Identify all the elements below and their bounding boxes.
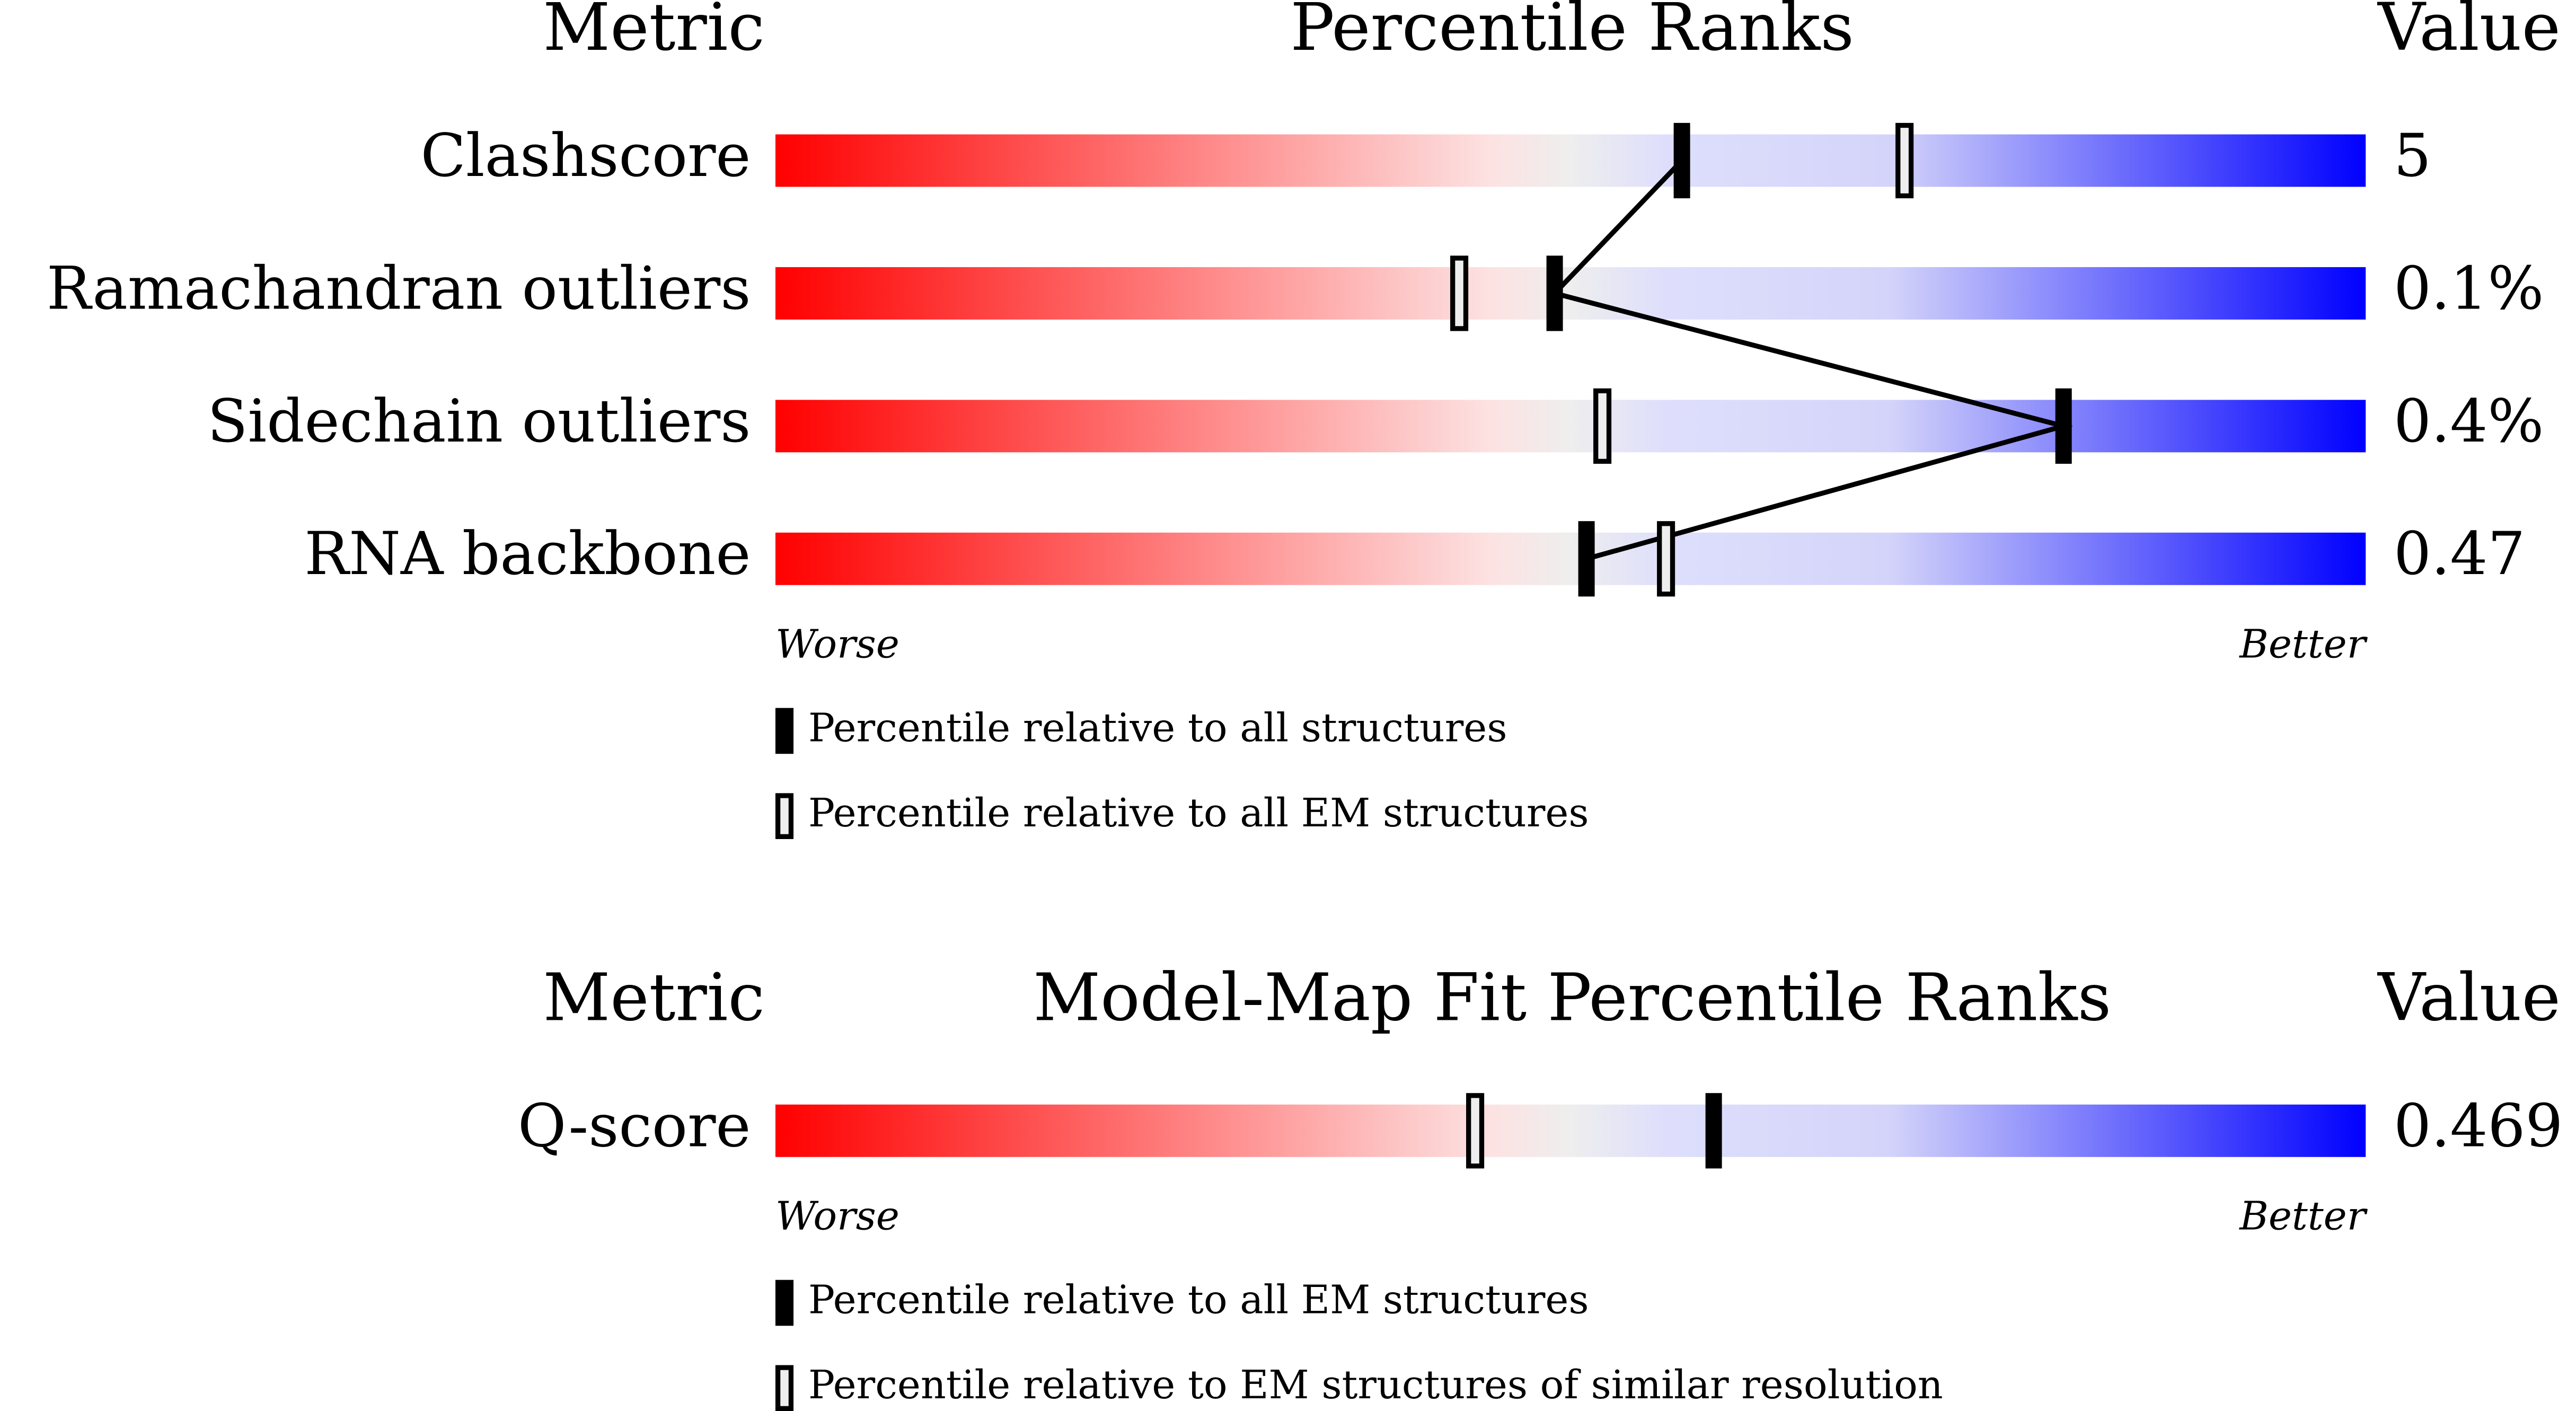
percentile-line [1550,158,2074,561]
legend-label: Percentile relative to all EM structures [808,1276,1589,1322]
percentile-marker [1657,521,1675,597]
legend-label: Percentile relative to EM structures of … [808,1362,1943,1408]
percentile-marker [1466,1093,1485,1169]
legend-swatch [775,1280,794,1326]
chart-title: Percentile Ranks [1290,0,1854,66]
axis-label-better: Better [2238,1193,2368,1239]
legend-swatch [775,793,794,839]
percentile-marker [1895,122,1914,199]
value-header: Value [2377,959,2561,1036]
percentile-marker [1705,1093,1722,1169]
percentile-bar [775,1104,2366,1157]
chart-title: Model-Map Fit Percentile Ranks [1033,959,2111,1036]
metric-value: 0.4% [2394,387,2544,456]
legend-label: Percentile relative to all EM structures [808,790,1589,836]
percentile-marker [1450,255,1469,331]
axis-label-better: Better [2238,621,2368,667]
percentile-marker [2055,388,2072,464]
legend-swatch [775,1365,794,1411]
percentile-marker [1578,521,1595,597]
metric-value: 0.469 [2394,1092,2563,1160]
percentile-marker [1673,122,1690,199]
legend-swatch [775,708,794,754]
metric-value: 5 [2394,122,2431,190]
legend-label: Percentile relative to all structures [808,704,1507,751]
axis-label-worse: Worse [775,1193,899,1239]
metric-header: Metric [543,959,764,1036]
percentile-bar [775,134,2366,187]
percentile-marker [1593,388,1612,464]
metric-label: Q-score [518,1092,751,1160]
percentile-bar [775,532,2366,585]
metric-value: 0.47 [2394,520,2525,588]
metric-label: Ramachandran outliers [47,255,751,323]
metric-header: Metric [543,0,764,66]
percentile-marker [1546,255,1563,331]
metric-label: RNA backbone [304,520,751,588]
value-header: Value [2377,0,2561,66]
metric-label: Sidechain outliers [207,387,751,456]
metric-value: 0.1% [2394,255,2544,323]
metric-label: Clashscore [420,122,751,190]
axis-label-worse: Worse [775,621,899,667]
percentile-bar [775,400,2366,453]
